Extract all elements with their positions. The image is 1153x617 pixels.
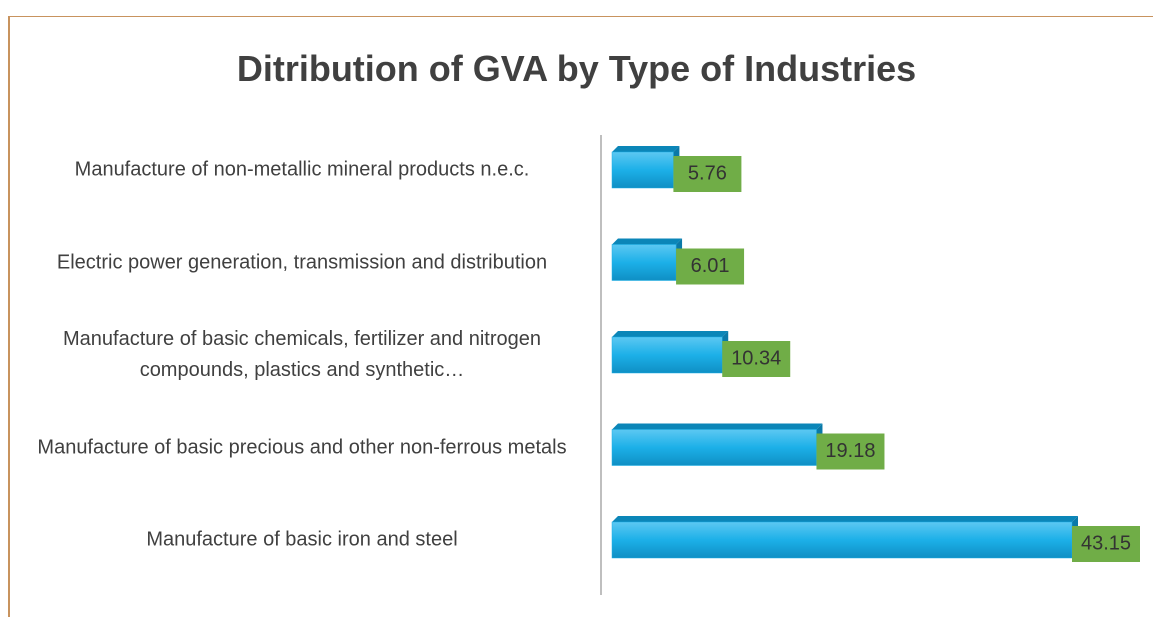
chart-frame	[8, 16, 1153, 617]
category-label: Manufacture of basic iron and steel	[146, 528, 458, 551]
value-label-box	[722, 341, 791, 377]
value-label-box	[1072, 526, 1140, 562]
value-label-box	[676, 248, 745, 285]
bar	[611, 521, 1073, 559]
value-label: 5.76	[688, 162, 727, 184]
category-label: Electric power generation, transmission …	[56, 251, 548, 273]
bar-top	[612, 238, 683, 245]
bar	[611, 151, 674, 189]
bar-top	[612, 331, 729, 337]
bar	[611, 336, 723, 374]
bar-top	[612, 423, 823, 430]
value-label-box	[673, 156, 742, 192]
category-label: Manufacture of non-metallic mineral prod…	[74, 158, 530, 181]
bar	[611, 244, 677, 281]
value-label-box	[816, 433, 885, 470]
bar-top	[612, 146, 680, 152]
category-label: Manufacture of basic precious and other …	[37, 436, 567, 458]
chart-title: Ditribution of GVA by Type of Industries	[236, 48, 917, 89]
value-label: 19.18	[825, 440, 875, 462]
value-label: 43.15	[1081, 532, 1131, 554]
category-label: Manufacture of basic chemicals, fertiliz…	[62, 328, 541, 381]
bar	[611, 429, 817, 466]
value-label: 6.01	[691, 255, 730, 277]
value-label: 10.34	[731, 347, 781, 369]
bar-top	[612, 516, 1078, 522]
